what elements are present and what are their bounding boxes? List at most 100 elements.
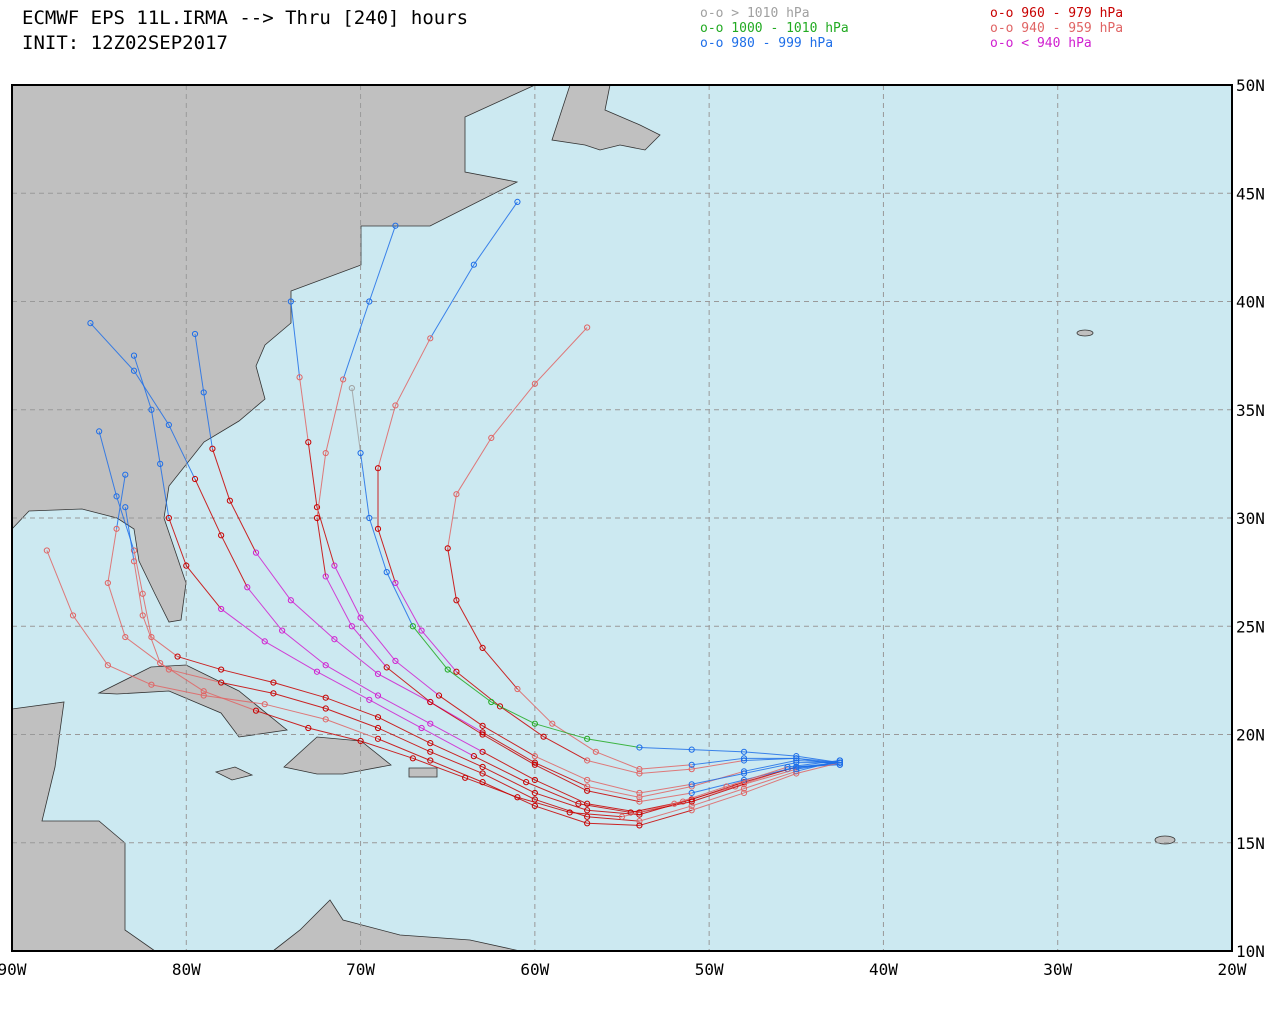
track-segment	[796, 755, 840, 764]
track-segment	[691, 759, 745, 770]
track-point	[218, 605, 225, 613]
track-segment	[351, 388, 362, 454]
track-point	[636, 809, 643, 816]
legend-entry: o-o 940 - 959 hPa	[990, 21, 1123, 36]
track-point	[130, 352, 138, 359]
track-point	[566, 809, 573, 816]
track-point	[584, 783, 591, 790]
track-point	[740, 755, 748, 762]
track	[444, 324, 843, 773]
track-point	[104, 579, 111, 587]
track-point	[688, 746, 695, 753]
track-segment	[534, 327, 588, 385]
track-point	[366, 696, 373, 703]
track-point	[531, 789, 538, 797]
track-segment	[482, 773, 536, 800]
track-segment	[587, 790, 640, 803]
track-point	[514, 794, 521, 801]
track-segment	[430, 723, 483, 753]
track-point	[244, 584, 251, 591]
track-point	[183, 562, 190, 569]
track-segment	[133, 355, 152, 410]
track-segment	[473, 755, 527, 783]
track-segment	[639, 785, 692, 798]
track-segment	[116, 474, 126, 529]
track-point	[470, 261, 477, 268]
track-point	[374, 692, 382, 699]
track-point	[218, 679, 225, 686]
track-segment	[543, 736, 588, 761]
lon-tick-label: 70W	[346, 960, 375, 979]
track-segment	[325, 708, 379, 729]
track-segment	[587, 785, 640, 798]
track-point	[392, 579, 399, 587]
track-point	[122, 504, 129, 511]
track-segment	[273, 692, 326, 710]
track-segment	[587, 759, 640, 774]
track-segment	[351, 625, 388, 668]
track-segment	[639, 805, 692, 822]
legend-entry: o-o < 940 hPa	[990, 36, 1092, 51]
track-segment	[168, 424, 196, 480]
legend-entry: o-o 960 - 979 hPa	[990, 6, 1123, 21]
track-segment	[534, 779, 588, 805]
track-point	[427, 335, 434, 342]
track-segment	[325, 697, 379, 718]
track-segment	[220, 608, 266, 642]
track-point	[218, 666, 225, 673]
track-point	[531, 720, 538, 727]
track-segment	[325, 576, 353, 627]
track-segment	[281, 630, 327, 666]
track-point	[688, 761, 695, 768]
track-segment	[429, 264, 475, 339]
track-segment	[203, 690, 257, 712]
track-segment	[456, 671, 501, 707]
track-segment	[796, 762, 840, 774]
track-point	[514, 198, 521, 206]
track-point	[130, 558, 138, 565]
track-segment	[534, 805, 588, 824]
track-point	[444, 666, 451, 673]
track-segment	[743, 768, 797, 785]
track-point	[374, 525, 382, 532]
track-point	[479, 644, 486, 652]
lat-tick-label: 35N	[1236, 401, 1265, 420]
track-segment	[534, 792, 588, 811]
track-point	[514, 685, 521, 693]
track-segment	[142, 615, 161, 664]
track-point	[418, 627, 425, 634]
track-segment	[447, 669, 492, 703]
track-segment	[743, 759, 797, 772]
track-segment	[412, 757, 466, 779]
track-segment	[691, 757, 745, 766]
track-point	[340, 376, 347, 383]
track-point	[584, 735, 591, 742]
track-segment	[177, 656, 222, 671]
lon-tick-label: 90W	[0, 960, 27, 979]
track-segment	[46, 550, 74, 616]
track-point	[165, 514, 172, 522]
track-point	[740, 770, 748, 777]
track-point	[636, 789, 643, 797]
track-point	[130, 367, 138, 374]
track-point	[122, 471, 129, 478]
track-point	[688, 766, 695, 773]
track-segment	[124, 507, 135, 562]
track-point	[139, 612, 146, 619]
track-segment	[639, 746, 692, 751]
track	[348, 385, 843, 766]
track-point	[287, 597, 294, 604]
track	[287, 298, 843, 797]
track-point	[261, 701, 268, 708]
track-segment	[490, 383, 536, 439]
track-point	[209, 445, 216, 452]
track-point	[252, 707, 260, 714]
track-segment	[133, 561, 144, 616]
track-segment	[691, 792, 745, 811]
track-segment	[482, 647, 518, 690]
track-point	[688, 807, 695, 814]
track-segment	[168, 517, 187, 566]
track-segment	[587, 816, 640, 822]
lon-tick-label: 40W	[869, 960, 898, 979]
